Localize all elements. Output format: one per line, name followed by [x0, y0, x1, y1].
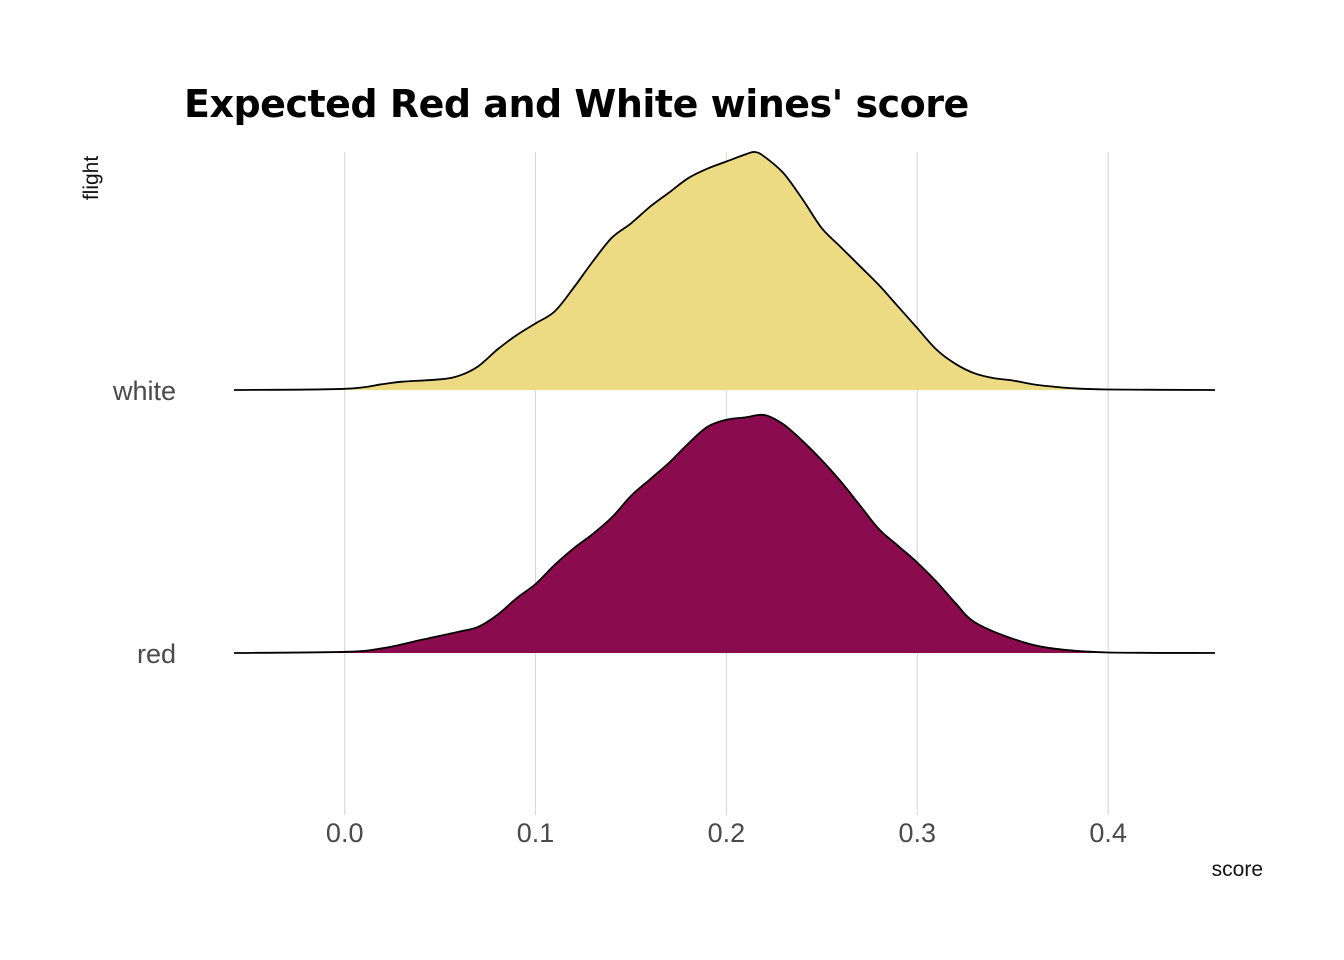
y-tick-labels: white red — [112, 376, 176, 669]
chart-title: Expected Red and White wines' score — [184, 82, 969, 126]
x-tick-label-1: 0.1 — [517, 818, 555, 848]
x-tick-labels: 0.0 0.1 0.2 0.3 0.4 — [326, 818, 1127, 848]
x-tick-label-0: 0.0 — [326, 818, 364, 848]
y-tick-label-white: white — [112, 376, 176, 406]
ridge-outline-red — [233, 413, 1216, 654]
ridges — [233, 151, 1216, 654]
y-tick-label-red: red — [137, 639, 176, 669]
x-tick-label-3: 0.3 — [898, 818, 936, 848]
x-axis-title: score — [1212, 858, 1263, 881]
ridge-fill-red — [234, 414, 1215, 653]
y-axis-title: flight — [80, 156, 103, 201]
ridge-outline-white — [233, 151, 1216, 391]
ridge-fill-white — [234, 151, 1215, 390]
x-tick-label-2: 0.2 — [708, 818, 746, 848]
x-tick-label-4: 0.4 — [1089, 818, 1127, 848]
